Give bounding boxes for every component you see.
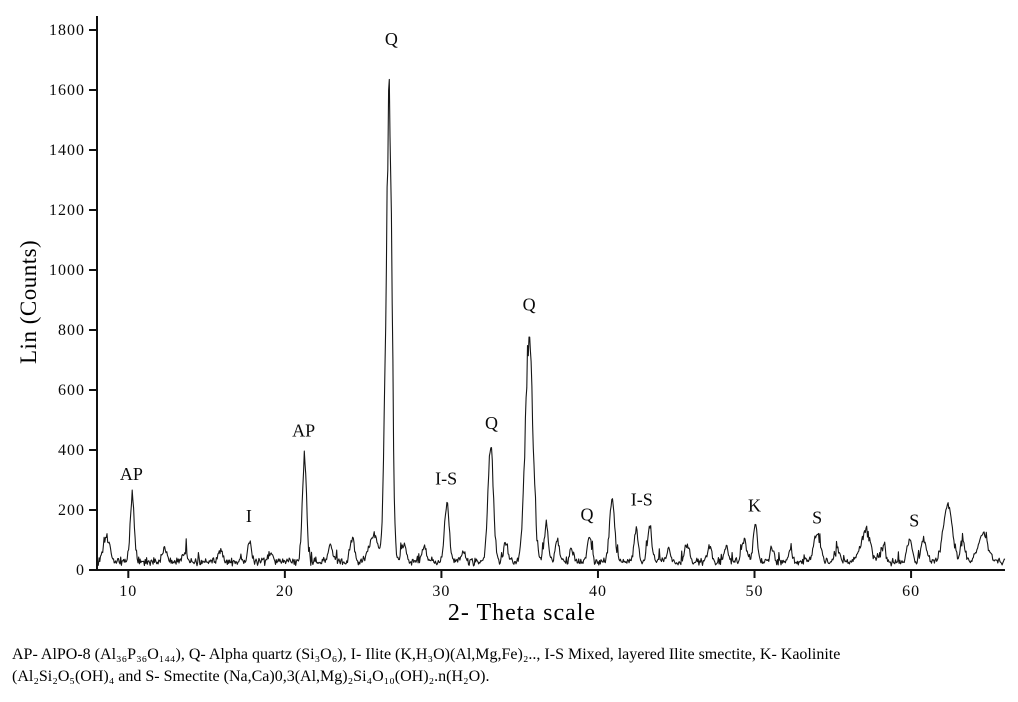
y-tick-label: 1000: [49, 262, 85, 279]
peak-label-q: Q: [385, 29, 398, 49]
y-tick-label: 0: [76, 562, 85, 579]
peak-label-i-s: I-S: [631, 490, 653, 510]
peak-label-i-s: I-S: [435, 469, 457, 489]
y-tick-label: 1800: [49, 22, 85, 39]
peak-label-s: S: [909, 511, 919, 531]
y-tick-label: 400: [58, 442, 85, 459]
figure-caption: AP- AlPO-8 (Al₃₆P₃₆O₁₄₄), Q- Alpha quart…: [0, 634, 1018, 688]
chart-area: 0 200 400 600 800 1000 1200 1400 1600 1800 10 20 30 4…: [16, 16, 1006, 626]
x-tick-label: 10: [119, 583, 137, 600]
x-axis-label: 2- Theta scale: [447, 600, 597, 626]
y-axis-label: Lin (Counts): [16, 239, 41, 364]
x-tick-label: 30: [432, 583, 450, 600]
x-tick-label: 50: [746, 583, 764, 600]
xrd-plot: 0 200 400 600 800 1000 1200 1400 1600 1800 10 20 30 4…: [49, 16, 1006, 600]
caption-line-2: (Al₂Si₂O₅(OH)₄ and S- Smectite (Na,Ca)0,…: [12, 668, 490, 686]
peak-label-k: K: [748, 496, 761, 516]
y-tick-label: 800: [58, 322, 85, 339]
x-tick-label: 40: [589, 583, 607, 600]
peak-label-s: S: [812, 508, 822, 528]
y-tick-label: 200: [58, 502, 85, 519]
y-tick-label: 600: [58, 382, 85, 399]
peak-label-q: Q: [523, 295, 536, 315]
y-tick-label: 1600: [49, 82, 85, 99]
y-tick-label: 1400: [49, 142, 85, 159]
peak-label-q: Q: [485, 413, 498, 433]
peak-label-q: Q: [581, 505, 594, 525]
peak-label-ap: AP: [292, 421, 315, 441]
peak-label-ap: AP: [120, 464, 143, 484]
xrd-trace: [97, 78, 1006, 567]
x-tick-label: 20: [276, 583, 294, 600]
y-tick-label: 1200: [49, 202, 85, 219]
x-tick-label: 60: [902, 583, 920, 600]
caption-line-1: AP- AlPO-8 (Al₃₆P₃₆O₁₄₄), Q- Alpha quart…: [12, 646, 841, 663]
peak-label-i: I: [246, 506, 252, 526]
